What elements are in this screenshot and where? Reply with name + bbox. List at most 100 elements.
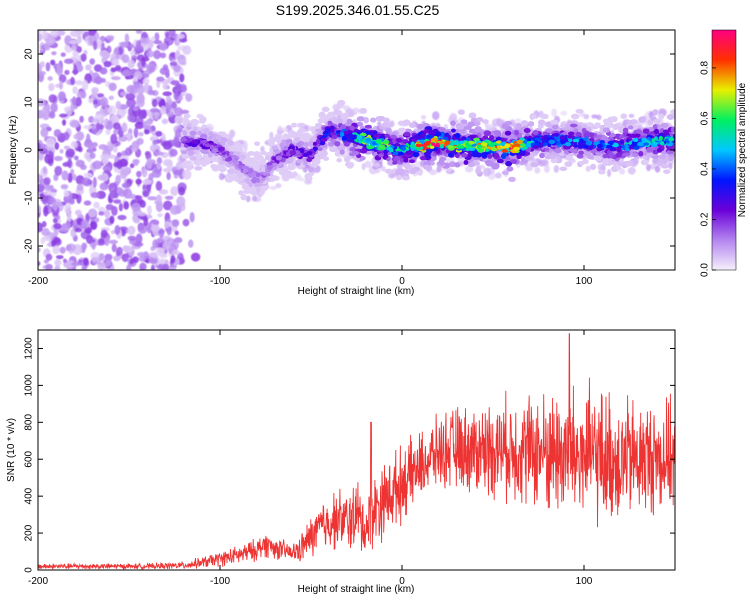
spectrogram-ridge-cell: [652, 123, 658, 130]
spectrogram-noise-cell: [55, 255, 64, 260]
spectrogram-ridge-cell: [500, 153, 507, 160]
spectrogram-ridge-cell: [403, 163, 411, 169]
spectrogram-ridge-cell: [224, 158, 231, 162]
spectrogram-noise-cell: [73, 134, 79, 140]
spectrogram-noise-cell: [38, 147, 48, 154]
spectrogram-noise-cell: [152, 239, 159, 249]
spectrogram-ridge-cell: [384, 168, 393, 174]
spectrogram-ridge-cell: [483, 130, 492, 137]
spectrogram-ridge-cell: [183, 160, 190, 166]
spectrogram-ridge-cell: [349, 125, 355, 131]
spectrogram-noise-cell: [152, 139, 158, 146]
spectrogram-noise-cell: [98, 211, 105, 216]
spectrogram-noise-cell: [110, 115, 116, 120]
spectrogram-ridge-cell: [505, 160, 513, 167]
spectrogram-noise-cell: [99, 67, 108, 75]
spectrogram-ridge-cell: [349, 152, 356, 157]
spectrogram-ridge-cell: [438, 159, 445, 166]
spectrogram-noise-cell: [142, 190, 150, 198]
spectrogram-noise-cell: [177, 54, 187, 66]
spectrogram-ridge-cell: [323, 156, 330, 161]
spectrogram-ridge-cell: [642, 128, 650, 134]
spectrogram-ridge-cell: [203, 128, 210, 134]
spectrogram-ridge-cell: [337, 99, 346, 106]
spectrogram-ridge-cell: [660, 122, 669, 128]
spectrogram-ridge-cell: [219, 160, 226, 165]
spectrogram-ridge-cell: [398, 168, 406, 175]
spectrogram-noise-cell: [135, 233, 143, 245]
spectrogram-ridge-cell: [241, 158, 248, 165]
spectrogram-noise-cell: [80, 164, 87, 170]
spectrogram-ridge-cell: [542, 142, 549, 146]
spectrogram-ridge-cell: [556, 140, 561, 146]
spectrogram-noise-cell: [56, 64, 62, 70]
spectrogram-ridge-cell: [334, 140, 341, 147]
spectrogram-noise-cell: [67, 172, 73, 183]
snr-y-tick-label: 0: [24, 567, 35, 573]
spectrogram-noise-cell: [124, 33, 130, 44]
spectrogram-ridge-cell: [332, 134, 338, 139]
spectrogram-noise-cell: [182, 218, 190, 227]
spectrogram-ridge-cell: [317, 118, 325, 124]
spectrogram-noise-cell: [143, 179, 152, 185]
spectrogram-noise-cell: [171, 101, 177, 110]
spectrogram-ridge-cell: [373, 133, 380, 138]
spectrogram-ridge-cell: [454, 153, 460, 159]
spectrogram-noise-cell: [48, 150, 54, 160]
spectrogram-ridge-cell: [383, 149, 388, 155]
spectrogram-ridge-cell: [394, 155, 400, 160]
spectrogram-ridge-cell: [339, 149, 345, 155]
spectrogram-noise-cell: [107, 105, 117, 116]
spectrogram-ridge-cell: [637, 141, 644, 147]
spectrogram-noise-cell: [172, 169, 183, 176]
spectrogram-ridge-cell: [496, 158, 504, 164]
spectrogram-ridge-cell: [474, 126, 482, 133]
spectrogram-ridge-cell: [463, 160, 469, 165]
spectrogram-ridge-cell: [346, 162, 354, 169]
spectrogram-ridge-cell: [253, 151, 260, 157]
spectrogram-ridge-cell: [653, 118, 661, 125]
spectrogram-ridge-cell: [638, 150, 644, 157]
spectrogram-ridge-cell: [564, 161, 573, 167]
spectrogram-ridge-cell: [482, 135, 489, 140]
spectrogram-ridge-cell: [514, 129, 520, 136]
spectrogram-noise-cell: [87, 144, 94, 155]
spectrogram-noise-cell: [48, 82, 55, 92]
spectrogram-background-cell: [420, 115, 427, 120]
colorbar-tick-label: 0.2: [700, 212, 711, 226]
spectrogram-ridge-cell: [211, 165, 221, 172]
spectrogram-background-cell: [297, 177, 306, 182]
spectrogram-noise-cell: [38, 98, 46, 107]
spectrogram-noise-cell: [150, 224, 161, 233]
spectrogram-ridge-cell: [669, 137, 675, 142]
spectrogram-noise-cell: [173, 136, 181, 148]
spectrogram-noise-cell: [74, 155, 79, 161]
spectrogram-noise-cell: [134, 195, 143, 200]
spectrogram-noise-cell: [116, 152, 122, 158]
spectrogram-noise-cell: [91, 141, 98, 148]
spectrogram-noise-cell: [45, 137, 56, 148]
spectrogram-ridge-cell: [220, 141, 226, 146]
spectrogram-noise-cell: [151, 98, 158, 108]
spectrogram-noise-cell: [175, 83, 182, 91]
spectrogram-noise-cell: [133, 127, 139, 138]
spectrogram-ridge-cell: [602, 127, 610, 133]
spectrogram-ridge-cell: [541, 137, 547, 143]
spectrogram-noise-cell: [107, 36, 114, 42]
spectrogram-ridge-cell: [475, 167, 482, 175]
spectrogram-background-cell: [591, 114, 598, 119]
spectrogram-noise-cell: [62, 162, 70, 167]
spectrogram-ridge-cell: [241, 165, 248, 170]
spectrogram-ridge-cell: [559, 166, 568, 171]
spectrogram-noise-cell: [88, 208, 97, 218]
spectrogram-background-cell: [534, 167, 541, 174]
spectrogram-noise-cell: [91, 256, 100, 262]
spectrogram-noise-cell: [53, 228, 59, 237]
spectrogram-ridge-cell: [190, 121, 198, 127]
spectrogram-noise-cell: [158, 228, 165, 239]
spectrogram-noise-cell: [85, 64, 92, 71]
spectrogram-noise-cell: [171, 249, 180, 256]
spectrogram-ridge-cell: [271, 145, 279, 150]
spectrogram-ridge-cell: [569, 123, 578, 128]
spectrogram-noise-cell: [134, 121, 145, 130]
